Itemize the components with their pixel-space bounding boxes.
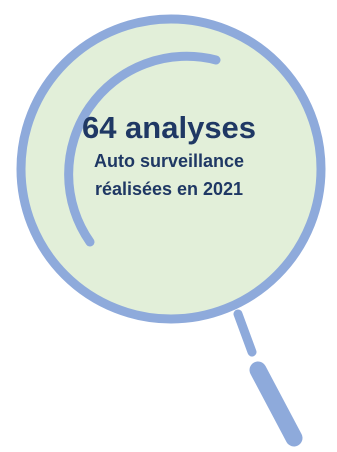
stat-caption-line2: réalisées en 2021 [94,179,244,199]
lens-highlight-arc [64,51,221,247]
stat-headline: 64 analyses [81,110,257,145]
stat-caption-line1: Auto surveillance [93,151,245,171]
stat-block: 64 analyses Auto surveillance réalisées … [44,110,294,202]
magnifier-handle [233,309,257,357]
magnifier-grip [249,361,303,447]
